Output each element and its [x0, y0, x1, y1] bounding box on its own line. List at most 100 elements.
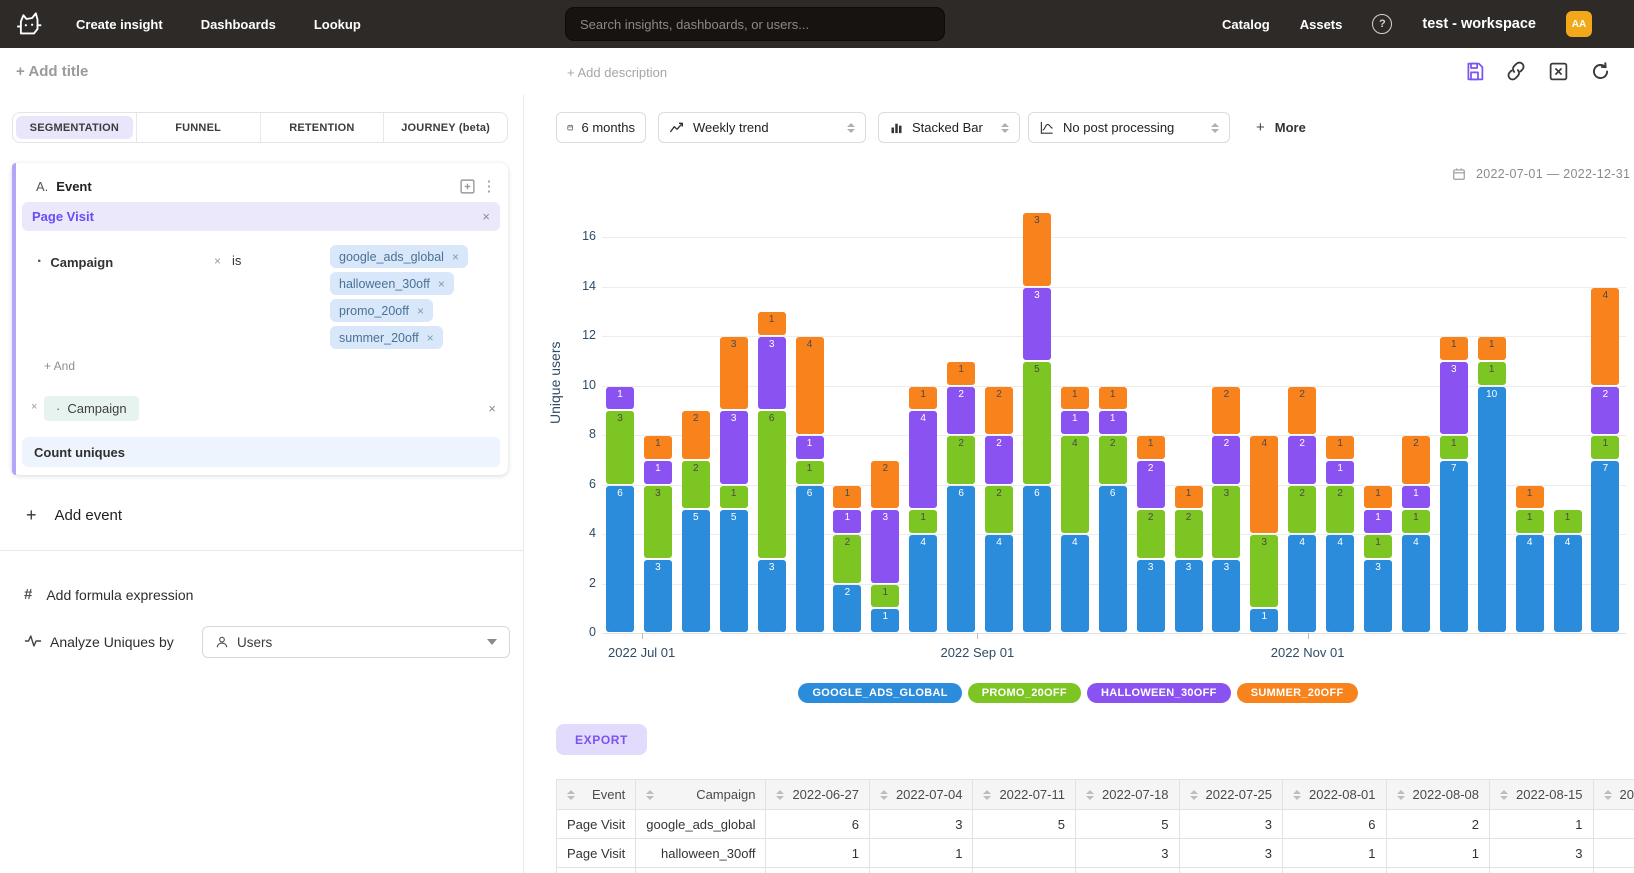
- column-label: 2022-08-01: [1309, 787, 1376, 802]
- x-tick-mark: [977, 633, 978, 639]
- event-selector[interactable]: Page Visit ×: [22, 202, 500, 231]
- add-filter-icon[interactable]: [456, 175, 478, 197]
- add-formula-button[interactable]: # Add formula expression: [24, 586, 193, 603]
- remove-breakdown-icon[interactable]: ×: [31, 401, 37, 413]
- bar-segment-google_ads_global: 4: [1061, 535, 1089, 632]
- remove-tag-icon[interactable]: ×: [427, 331, 434, 345]
- column-header-2022-07-18[interactable]: 2022-07-18: [1076, 780, 1180, 810]
- post-processing-select[interactable]: No post processing: [1028, 112, 1230, 143]
- tab-journey-beta-[interactable]: JOURNEY (beta): [383, 113, 507, 142]
- column-header-2022-08-08[interactable]: 2022-08-08: [1386, 780, 1490, 810]
- bar-segment-google_ads_global: 5: [720, 510, 748, 632]
- tab-retention[interactable]: RETENTION: [260, 113, 384, 142]
- workspace-selector[interactable]: test - workspace: [1422, 16, 1536, 32]
- add-description-field[interactable]: + Add description: [567, 65, 667, 80]
- bar-segment-google_ads_global: 6: [947, 486, 975, 633]
- sort-icon[interactable]: [776, 790, 784, 800]
- cat-logo-icon[interactable]: [12, 7, 46, 41]
- tab-funnel[interactable]: FUNNEL: [136, 113, 260, 142]
- sort-icon[interactable]: [1190, 790, 1198, 800]
- add-title-field[interactable]: + Add title: [16, 63, 88, 80]
- table-cell: 5: [1076, 810, 1180, 839]
- more-button[interactable]: + More: [1256, 112, 1306, 143]
- remove-tag-icon[interactable]: ×: [438, 277, 445, 291]
- nav-item-assets[interactable]: Assets: [1300, 17, 1343, 32]
- bar-segment-google_ads_global: 3: [1212, 560, 1240, 632]
- sort-icon[interactable]: [1086, 790, 1094, 800]
- nav-item-create-insight[interactable]: Create insight: [76, 17, 163, 32]
- remove-event-icon[interactable]: ×: [482, 209, 490, 224]
- bar-segment-halloween_30off: 2: [947, 387, 975, 435]
- filter-operator[interactable]: is: [232, 253, 241, 268]
- sort-icon[interactable]: [983, 790, 991, 800]
- help-icon[interactable]: ?: [1372, 14, 1392, 34]
- avatar[interactable]: AA: [1566, 11, 1592, 37]
- column-header-2022-08-22[interactable]: 2022-08-22: [1593, 780, 1634, 810]
- remove-tag-icon[interactable]: ×: [417, 304, 424, 318]
- sort-icon[interactable]: [1397, 790, 1405, 800]
- column-header-2022-08-01[interactable]: 2022-08-01: [1283, 780, 1387, 810]
- nav-item-catalog[interactable]: Catalog: [1222, 17, 1270, 32]
- column-header-2022-06-27[interactable]: 2022-06-27: [766, 780, 870, 810]
- column-header-2022-07-04[interactable]: 2022-07-04: [869, 780, 973, 810]
- share-link-icon[interactable]: [1505, 60, 1527, 82]
- filter-value-tag[interactable]: summer_20off×: [330, 326, 443, 349]
- sort-icon[interactable]: [1604, 790, 1612, 800]
- bar-segment-promo_20off: 3: [1212, 486, 1240, 558]
- bar-segment-summer_20off: 3: [720, 337, 748, 409]
- filter-value-tag[interactable]: halloween_30off×: [330, 272, 454, 295]
- bar-value-label: 2: [1099, 438, 1127, 449]
- filter-value-tag[interactable]: promo_20off×: [330, 299, 433, 322]
- remove-breakdown-row-icon[interactable]: ×: [488, 401, 496, 416]
- tab-segmentation[interactable]: SEGMENTATION: [13, 113, 136, 142]
- column-header-2022-08-15[interactable]: 2022-08-15: [1490, 780, 1594, 810]
- bar-value-label: 2: [985, 438, 1013, 449]
- table-row: Page Visitgoogle_ads_global635536214: [557, 810, 1634, 839]
- bar-value-label: 2: [947, 389, 975, 400]
- column-header-2022-07-25[interactable]: 2022-07-25: [1179, 780, 1283, 810]
- add-and-condition[interactable]: + And: [44, 359, 75, 373]
- chart-type-select[interactable]: Stacked Bar: [878, 112, 1020, 143]
- aggregation-selector[interactable]: Count uniques: [22, 437, 500, 467]
- filter-value-tag[interactable]: google_ads_global×: [330, 245, 468, 268]
- column-header-event[interactable]: Event: [557, 780, 636, 810]
- bar-value-label: 4: [1061, 438, 1089, 449]
- bar-segment-google_ads_global: 4: [1326, 535, 1354, 632]
- legend-pill-summer_20off[interactable]: SUMMER_20OFF: [1237, 683, 1358, 703]
- insight-type-tabs: SEGMENTATIONFUNNELRETENTIONJOURNEY (beta…: [12, 112, 508, 143]
- time-window-button[interactable]: 6 months: [556, 112, 646, 143]
- sort-icon[interactable]: [567, 790, 575, 800]
- bar-value-label: 1: [796, 463, 824, 474]
- remove-filter-icon[interactable]: ×: [214, 254, 221, 268]
- column-header-2022-07-11[interactable]: 2022-07-11: [973, 780, 1076, 810]
- analyze-by-select[interactable]: Users: [202, 626, 510, 658]
- sort-icon[interactable]: [646, 790, 654, 800]
- export-button[interactable]: EXPORT: [556, 724, 647, 755]
- bar-segment-summer_20off: 4: [1250, 436, 1278, 533]
- remove-tag-icon[interactable]: ×: [452, 250, 459, 264]
- date-range: 2022-07-01 — 2022-12-31: [1452, 167, 1630, 181]
- filter-property[interactable]: Campaign: [50, 255, 113, 270]
- sort-icon[interactable]: [1500, 790, 1508, 800]
- search-input[interactable]: [565, 7, 945, 41]
- add-event-button[interactable]: + Add event: [26, 505, 122, 526]
- bar-segment-google_ads_global: 1: [1250, 609, 1278, 632]
- bar-value-label: 2: [1212, 438, 1240, 449]
- column-header-campaign[interactable]: Campaign: [636, 780, 766, 810]
- nav-item-lookup[interactable]: Lookup: [314, 17, 361, 32]
- sort-icon[interactable]: [1293, 790, 1301, 800]
- bar-value-label: 1: [1250, 611, 1278, 622]
- bar-value-label: 1: [909, 389, 937, 400]
- legend-pill-promo_20off[interactable]: PROMO_20OFF: [968, 683, 1081, 703]
- legend-pill-halloween_30off[interactable]: HALLOWEEN_30OFF: [1087, 683, 1231, 703]
- clear-icon[interactable]: [1547, 60, 1569, 82]
- refresh-icon[interactable]: [1589, 60, 1611, 82]
- nav-item-dashboards[interactable]: Dashboards: [201, 17, 276, 32]
- kebab-menu-icon[interactable]: ⋮: [478, 175, 500, 197]
- sort-icon[interactable]: [880, 790, 888, 800]
- trend-select[interactable]: Weekly trend: [658, 112, 866, 143]
- save-icon[interactable]: [1463, 60, 1485, 82]
- breakdown-property[interactable]: · Campaign: [44, 396, 139, 421]
- legend-pill-google_ads_global[interactable]: GOOGLE_ADS_GLOBAL: [798, 683, 961, 703]
- bar-segment-halloween_30off: 1: [1099, 411, 1127, 434]
